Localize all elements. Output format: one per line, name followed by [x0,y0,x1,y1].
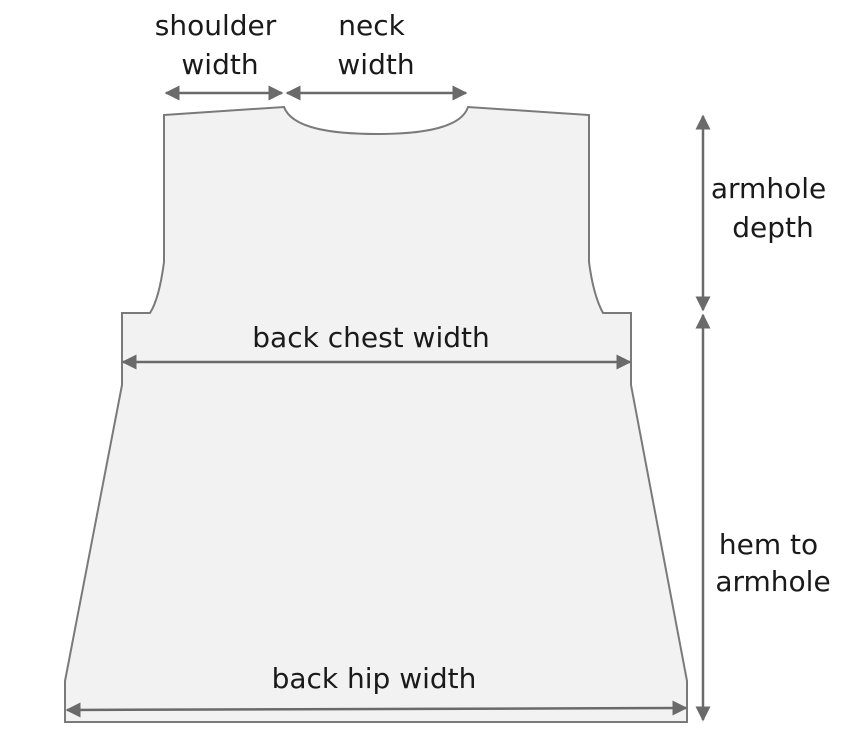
neck-width-label: neck width [337,9,414,81]
back-hip-width-label: back hip width [272,662,477,695]
back-hip-width-arrow [65,700,688,718]
shoulder-width-label: shoulder width [155,9,285,81]
back-chest-width-label: back chest width [252,321,489,354]
armhole-depth-label: armhole depth [711,172,835,244]
hem-to-armhole-label: hem to armhole [715,528,830,598]
garment-back-outline [64,105,688,723]
